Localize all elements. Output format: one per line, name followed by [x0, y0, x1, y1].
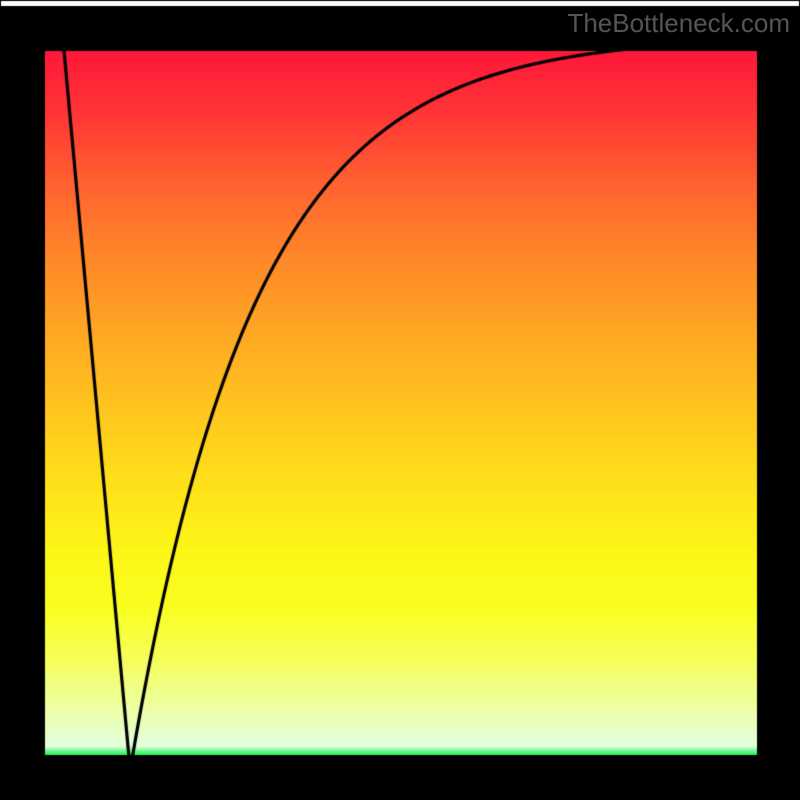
chart-canvas	[0, 0, 800, 800]
watermark-label: TheBottleneck.com	[567, 8, 790, 39]
bottleneck-chart: TheBottleneck.com	[0, 0, 800, 800]
